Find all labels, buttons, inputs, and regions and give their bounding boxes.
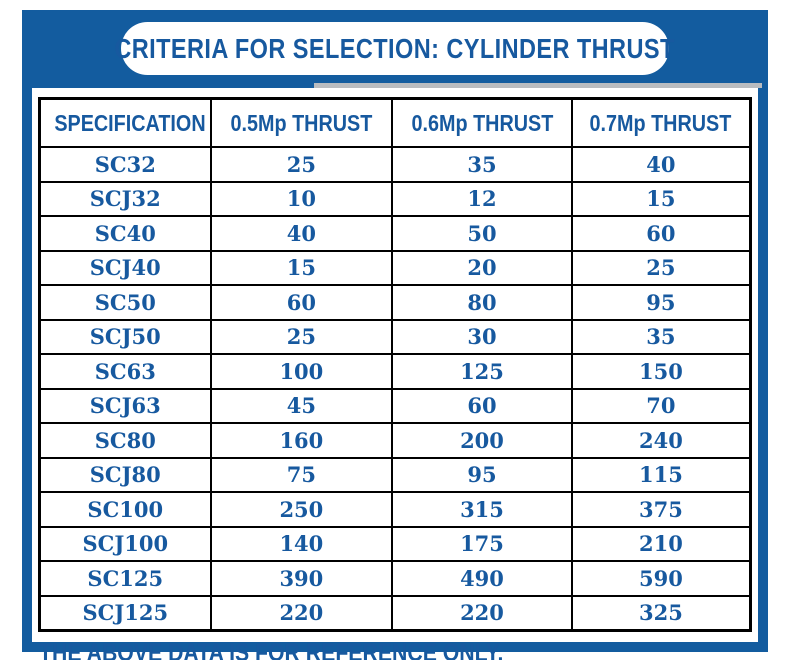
thrust-value-cell: 60	[209, 284, 394, 321]
thrust-value-cell: 390	[209, 560, 394, 597]
spec-cell: SCJ80	[38, 456, 212, 493]
thrust-value-cell: 20	[391, 249, 573, 286]
thrust-value-cell: 25	[570, 249, 752, 286]
thrust-value-cell: 175	[391, 525, 573, 562]
spec-cell: SC80	[38, 422, 212, 459]
spec-cell: SC50	[38, 284, 212, 321]
thrust-value-cell: 15	[209, 249, 394, 286]
page-title: CRITERIA FOR SELECTION: CYLINDER THRUST	[114, 32, 676, 64]
spec-cell: SCJ125	[38, 594, 212, 632]
column-header-thrust: 0.6Mp THRUST	[391, 97, 573, 148]
thrust-value-cell: 30	[391, 318, 573, 355]
thrust-value-cell: 375	[570, 491, 752, 528]
table-row: SCJ63 45 60 70	[38, 387, 752, 424]
thrust-value-cell: 150	[570, 353, 752, 390]
thrust-value-cell: 200	[391, 422, 573, 459]
thrust-value-cell: 60	[391, 387, 573, 424]
table-row: SC50 60 80 95	[38, 284, 752, 321]
scan-shadow	[314, 83, 762, 88]
thrust-value-cell: 95	[570, 284, 752, 321]
thrust-value-cell: 25	[209, 318, 394, 355]
table-row: SCJ50 25 30 35	[38, 318, 752, 355]
table-row: SCJ125 220 220 325	[38, 594, 752, 632]
column-header-label: SPECIFICATION	[54, 109, 206, 136]
thrust-value-cell: 40	[209, 215, 394, 252]
table-row: SC63 100 125 150	[38, 353, 752, 390]
blue-frame: CRITERIA FOR SELECTION: CYLINDER THRUST …	[22, 10, 768, 660]
thrust-value-cell: 60	[570, 215, 752, 252]
column-header-specification: SPECIFICATION	[38, 97, 212, 148]
thrust-value-cell: 220	[209, 594, 394, 632]
thrust-value-cell: 70	[570, 387, 752, 424]
thrust-value-cell: 490	[391, 560, 573, 597]
spec-cell: SC40	[38, 215, 212, 252]
thrust-value-cell: 140	[209, 525, 394, 562]
thrust-value-cell: 75	[209, 456, 394, 493]
table-row: SCJ80 75 95 115	[38, 456, 752, 493]
column-header-label: 0.5Mp THRUST	[230, 109, 373, 136]
table-head: SPECIFICATION 0.5Mp THRUST 0.6Mp THRUST 0.7…	[38, 97, 752, 148]
thrust-value-cell: 35	[570, 318, 752, 355]
column-header-label: 0.6Mp THRUST	[411, 109, 553, 136]
table-body: SC32 25 35 40 SCJ32 10 12 15 SC40 40 50 60 SCJ40 15 20…	[38, 146, 752, 632]
thrust-value-cell: 80	[391, 284, 573, 321]
table-row: SC100 250 315 375	[38, 491, 752, 528]
thrust-value-cell: 40	[570, 146, 752, 183]
table-row: SC80 160 200 240	[38, 422, 752, 459]
table-row: SCJ32 10 12 15	[38, 180, 752, 217]
thrust-value-cell: 50	[391, 215, 573, 252]
table-row: SCJ100 140 175 210	[38, 525, 752, 562]
spec-cell: SCJ50	[38, 318, 212, 355]
spec-cell: SC32	[38, 146, 212, 183]
thrust-value-cell: 35	[391, 146, 573, 183]
footer-note: THE ABOVE DATA IS FOR REFERENCE ONLY.	[38, 639, 752, 660]
thrust-value-cell: 115	[570, 456, 752, 493]
table-row: SC32 25 35 40	[38, 146, 752, 183]
thrust-value-cell: 12	[391, 180, 573, 217]
thrust-value-cell: 10	[209, 180, 394, 217]
spec-cell: SC125	[38, 560, 212, 597]
content-panel: SPECIFICATION 0.5Mp THRUST 0.6Mp THRUST 0.7…	[32, 88, 758, 660]
spec-cell: SCJ100	[38, 525, 212, 562]
thrust-value-cell: 25	[209, 146, 394, 183]
spec-cell: SCJ32	[38, 180, 212, 217]
thrust-value-cell: 220	[391, 594, 573, 632]
column-header-thrust: 0.7Mp THRUST	[570, 97, 752, 148]
spec-cell: SCJ40	[38, 249, 212, 286]
thrust-value-cell: 125	[391, 353, 573, 390]
column-header-thrust: 0.5Mp THRUST	[209, 97, 394, 148]
thrust-value-cell: 590	[570, 560, 752, 597]
table-header-row: SPECIFICATION 0.5Mp THRUST 0.6Mp THRUST 0.7…	[38, 97, 752, 148]
table-row: SC125 390 490 590	[38, 560, 752, 597]
title-banner: CRITERIA FOR SELECTION: CYLINDER THRUST	[115, 22, 675, 75]
thrust-table: SPECIFICATION 0.5Mp THRUST 0.6Mp THRUST 0.7…	[38, 97, 752, 632]
thrust-value-cell: 325	[570, 594, 752, 632]
column-header-label: 0.7Mp THRUST	[590, 109, 732, 136]
thrust-value-cell: 95	[391, 456, 573, 493]
table-row: SCJ40 15 20 25	[38, 249, 752, 286]
table-row: SC40 40 50 60	[38, 215, 752, 252]
thrust-value-cell: 15	[570, 180, 752, 217]
spec-cell: SC63	[38, 353, 212, 390]
thrust-value-cell: 315	[391, 491, 573, 528]
thrust-value-cell: 45	[209, 387, 394, 424]
thrust-value-cell: 240	[570, 422, 752, 459]
thrust-value-cell: 210	[570, 525, 752, 562]
thrust-value-cell: 100	[209, 353, 394, 390]
spec-cell: SC100	[38, 491, 212, 528]
spec-cell: SCJ63	[38, 387, 212, 424]
thrust-value-cell: 250	[209, 491, 394, 528]
thrust-value-cell: 160	[209, 422, 394, 459]
footer-note-text: THE ABOVE DATA IS FOR REFERENCE ONLY.	[39, 639, 504, 660]
